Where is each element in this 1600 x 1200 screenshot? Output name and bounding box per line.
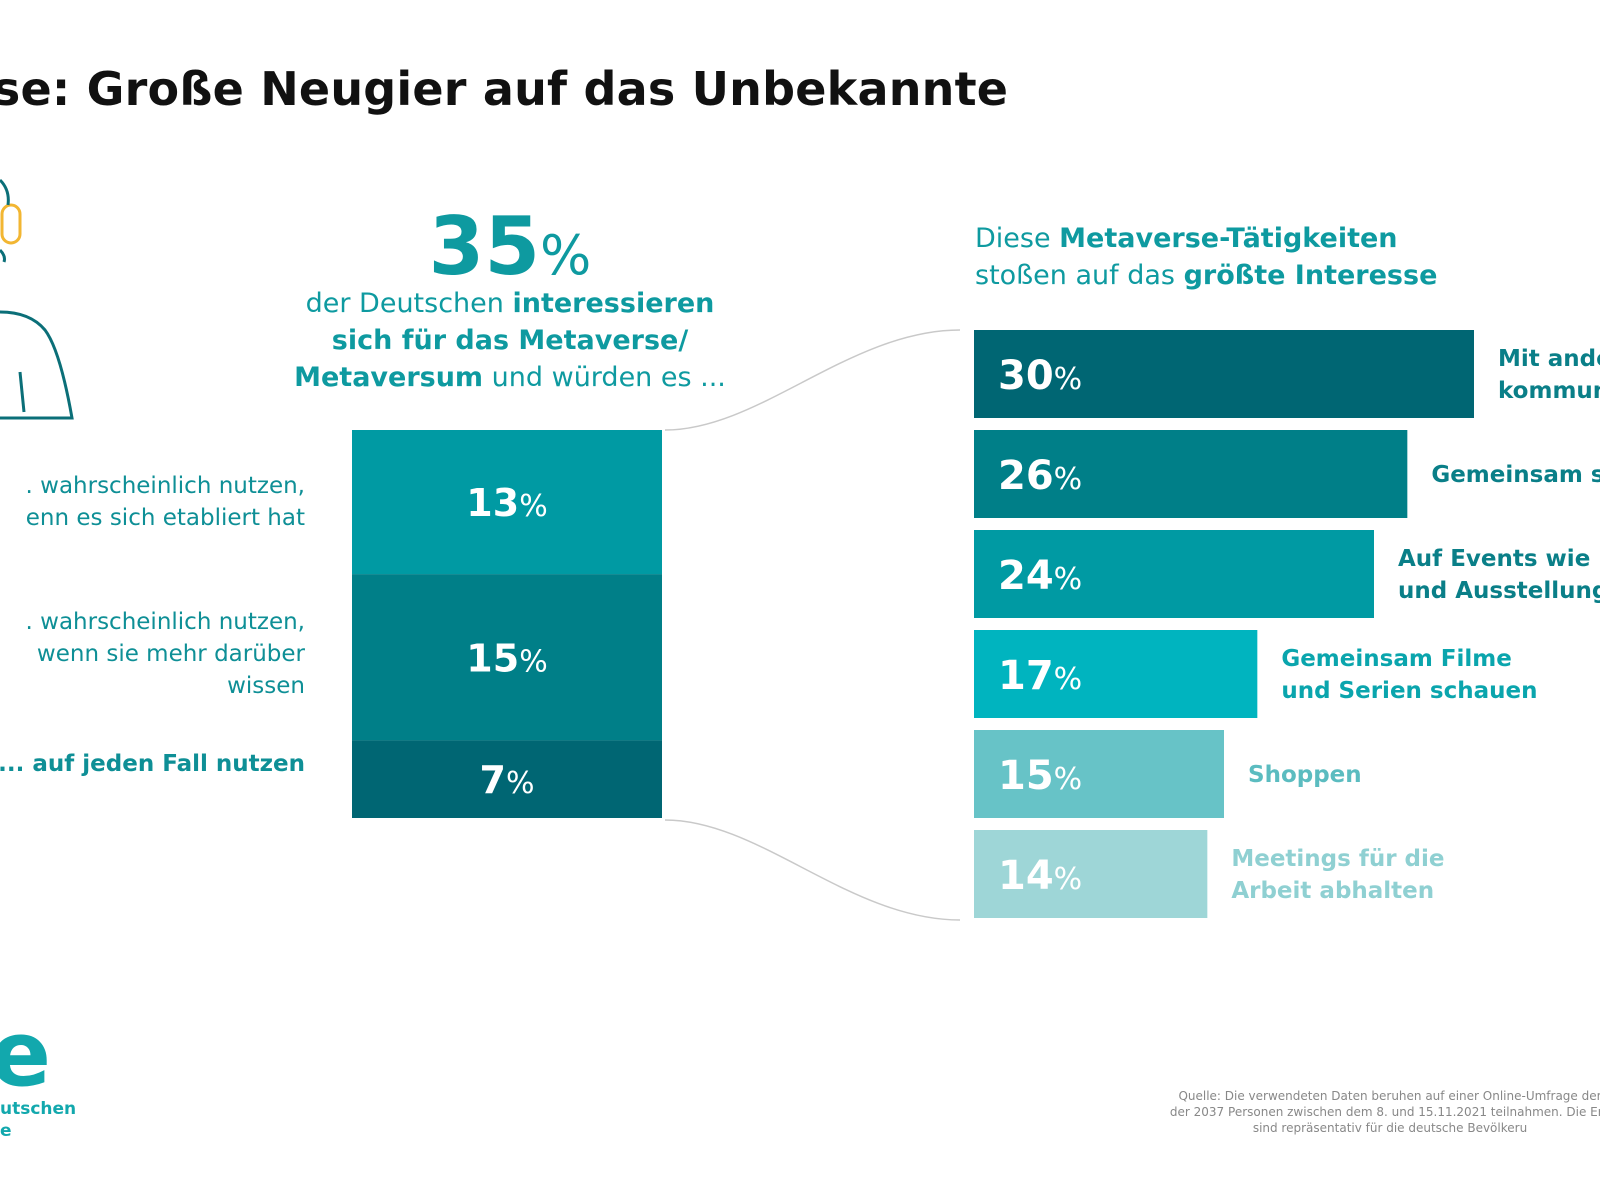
hbar-5-value: 15% bbox=[998, 753, 1082, 799]
segment-label-1-line2: enn es sich etabliert hat bbox=[25, 505, 305, 531]
stack-segment-3-label: 7% bbox=[480, 758, 535, 802]
stack-segment-1-label: 13% bbox=[466, 481, 547, 525]
right-heading-l2-bold: größte Interesse bbox=[1183, 260, 1438, 291]
connector-bottom bbox=[664, 819, 961, 921]
right-chart-heading: Diese Metaverse-Tätigkeiten stoßen auf d… bbox=[975, 220, 1575, 294]
hbar-1-unit: % bbox=[1054, 362, 1083, 397]
hbar-2-label-line1: Gemeinsam s bbox=[1431, 462, 1600, 488]
stack-segment-2 bbox=[352, 574, 662, 741]
hbar-6-label-line1: Meetings für die bbox=[1231, 846, 1444, 872]
segment-label-3: ... auf jeden Fall nutzen bbox=[0, 748, 305, 780]
headline-line2-bold: sich für das Metaverse/ bbox=[331, 325, 689, 356]
right-heading-l1-plain: Diese bbox=[975, 223, 1060, 254]
connector-top bbox=[664, 329, 961, 431]
person-head-icon bbox=[0, 178, 10, 263]
stack-segment-2-label: 15% bbox=[466, 636, 547, 680]
hbar-5-unit: % bbox=[1054, 762, 1083, 797]
segment-label-3-line1: ... auf jeden Fall nutzen bbox=[0, 751, 305, 777]
source-line-1: Quelle: Die verwendeten Daten beruhen au… bbox=[1178, 1089, 1600, 1103]
stack-segment-2-unit: % bbox=[519, 644, 548, 679]
hbar-1-label-line2: kommun bbox=[1498, 378, 1600, 404]
source-note: Quelle: Die verwendeten Daten beruhen au… bbox=[1140, 1088, 1600, 1136]
page-title: rse: Große Neugier auf das Unbekannte bbox=[0, 62, 1009, 116]
hbar-2-unit: % bbox=[1054, 462, 1083, 497]
headline-line3-plain: und würden es ... bbox=[483, 362, 726, 393]
headline-line1-plain: der Deutschen bbox=[305, 288, 513, 319]
stack-segment-3-unit: % bbox=[506, 766, 535, 801]
headline-line1-bold: interessieren bbox=[512, 288, 715, 319]
stacked-bar: 13% 15% 7% bbox=[352, 430, 662, 818]
headline-description: der Deutschen interessieren sich für das… bbox=[250, 285, 770, 396]
segment-label-2: . wahrscheinlich nutzen, wenn sie mehr d… bbox=[0, 606, 305, 702]
hbar-3-unit: % bbox=[1054, 562, 1083, 597]
horizontal-bar-chart: 30%Mit andekommun26%Gemeinsam s24%Auf Ev… bbox=[974, 330, 1600, 918]
segment-label-1: . wahrscheinlich nutzen, enn es sich eta… bbox=[0, 470, 305, 534]
source-line-3: sind repräsentativ für die deutsche Bevö… bbox=[1252, 1121, 1528, 1135]
segment-label-2-line1: . wahrscheinlich nutzen, bbox=[25, 609, 305, 635]
stack-segment-1 bbox=[352, 430, 662, 575]
hbar-1 bbox=[974, 330, 1474, 418]
headphones-icon bbox=[0, 203, 22, 245]
segment-label-2-line2: wenn sie mehr darüber bbox=[36, 641, 305, 667]
hbar-5-label-line1: Shoppen bbox=[1248, 762, 1362, 788]
headline-percentage: 35% bbox=[350, 200, 670, 293]
hbar-6 bbox=[974, 830, 1208, 918]
hbar-3-label-line2: und Ausstellung bbox=[1398, 578, 1600, 604]
right-heading-l2-plain: stoßen auf das bbox=[975, 260, 1184, 291]
logo-text-line2: e bbox=[0, 1121, 12, 1141]
hbar-4 bbox=[974, 630, 1258, 718]
hbar-4-label-line1: Gemeinsam Filme bbox=[1281, 646, 1512, 672]
segment-label-1-line1: . wahrscheinlich nutzen, bbox=[25, 473, 305, 499]
right-heading-l1-bold: Metaverse-Tätigkeiten bbox=[1059, 223, 1398, 254]
hbar-6-unit: % bbox=[1054, 862, 1083, 897]
headline-value: 35 bbox=[428, 200, 540, 293]
hbar-2 bbox=[974, 430, 1408, 518]
stack-segment-3 bbox=[352, 740, 662, 818]
hbar-4-label-line2: und Serien schauen bbox=[1281, 678, 1537, 704]
stack-segment-1-unit: % bbox=[519, 489, 548, 524]
hbar-1-label-line1: Mit ande bbox=[1498, 346, 1600, 372]
hbar-2-value: 26% bbox=[998, 453, 1082, 499]
hbar-6-label-line2: Arbeit abhalten bbox=[1231, 878, 1434, 904]
hbar-3 bbox=[974, 530, 1374, 618]
hbar-3-label-line1: Auf Events wie bbox=[1398, 546, 1590, 572]
segment-label-2-line3: wissen bbox=[227, 673, 305, 699]
logo-text: utschen e bbox=[0, 1098, 76, 1142]
source-line-2: der 2037 Personen zwischen dem 8. und 15… bbox=[1169, 1105, 1600, 1119]
hbar-5 bbox=[974, 730, 1224, 818]
headline-unit: % bbox=[540, 224, 592, 287]
headline-line3-bold: Metaversum bbox=[294, 362, 484, 393]
person-icon bbox=[0, 310, 74, 420]
hbar-4-unit: % bbox=[1054, 662, 1083, 697]
logo: e bbox=[0, 1002, 52, 1107]
logo-text-line1: utschen bbox=[0, 1099, 77, 1119]
